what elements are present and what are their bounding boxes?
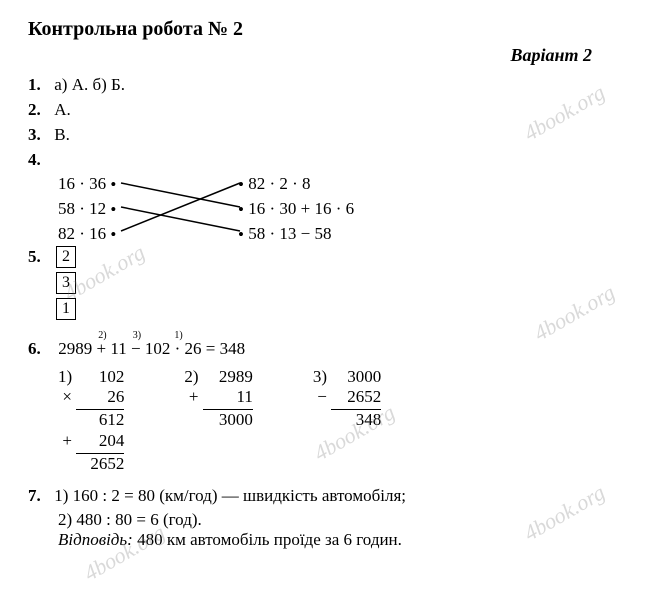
q1-text: а) А. б) Б. bbox=[54, 75, 125, 94]
q5-box-0: 2 bbox=[56, 246, 76, 268]
calc-column: 10226×612204+2652 bbox=[76, 367, 124, 475]
q4-match-diagram: 16 · 36 • 58 · 12 • 82 · 16 • • 82 · 2 ·… bbox=[28, 172, 622, 244]
q6-calcs: 1) 10226×612204+2652 2) 298911+3000 3) 300… bbox=[28, 367, 622, 475]
calc-column: 298911+3000 bbox=[203, 367, 253, 431]
page-title: Контрольна робота № 2 bbox=[28, 18, 622, 41]
q4-right-0: • 82 · 2 · 8 bbox=[238, 172, 354, 197]
q4-left-2: 82 · 16 • bbox=[58, 222, 116, 247]
question-3: 3. В. bbox=[28, 124, 622, 147]
question-1: 1. а) А. б) Б. bbox=[28, 74, 622, 97]
q2-num: 2. bbox=[28, 99, 50, 122]
q4-left-1: 58 · 12 • bbox=[58, 197, 116, 222]
question-4: 4. 16 · 36 • 58 · 12 • 82 · 16 • • 82 · … bbox=[28, 149, 622, 244]
q5-boxes: 2 3 1 bbox=[50, 246, 76, 324]
q5-num: 5. bbox=[28, 246, 50, 324]
q6-num: 6. bbox=[28, 338, 50, 361]
q7-line1: 1) 160 : 2 = 80 (км/год) — швидкість авт… bbox=[54, 486, 406, 505]
q4-right-1: • 16 · 30 + 16 · 6 bbox=[238, 197, 354, 222]
q3-num: 3. bbox=[28, 124, 50, 147]
q5-box-1: 3 bbox=[56, 272, 76, 294]
q5-box-2: 1 bbox=[56, 298, 76, 320]
q4-right-col: • 82 · 2 · 8 • 16 · 30 + 16 · 6 • 58 · 1… bbox=[238, 172, 354, 247]
question-6: 6. 29892) + 113) − 1021) · 26 = 348 1) 1… bbox=[28, 338, 622, 475]
calc-block: 1) 10226×612204+2652 bbox=[58, 367, 124, 475]
calc-label: 2) bbox=[184, 367, 202, 386]
calc-label: 1) bbox=[58, 367, 76, 386]
q6-expression: 29892) + 113) − 1021) · 26 = 348 bbox=[54, 339, 245, 358]
q4-num: 4. bbox=[28, 149, 50, 172]
q7-answer: Відповідь: 480 км автомобіль проїде за 6… bbox=[28, 530, 622, 550]
calc-column: 30002652−348 bbox=[331, 367, 381, 431]
q1-num: 1. bbox=[28, 74, 50, 97]
q7-line2: 2) 480 : 80 = 6 (год). bbox=[28, 510, 622, 530]
question-5: 5. 2 3 1 bbox=[28, 246, 622, 324]
q7-num: 7. bbox=[28, 485, 50, 508]
q7-answer-text: 480 км автомобіль проїде за 6 годин. bbox=[133, 530, 402, 549]
q4-left-0: 16 · 36 • bbox=[58, 172, 116, 197]
q2-text: А. bbox=[54, 100, 71, 119]
q3-text: В. bbox=[54, 125, 70, 144]
q7-answer-label: Відповідь: bbox=[58, 530, 133, 549]
q4-left-col: 16 · 36 • 58 · 12 • 82 · 16 • bbox=[58, 172, 116, 247]
calc-block: 2) 298911+3000 bbox=[184, 367, 252, 475]
q4-right-2: • 58 · 13 − 58 bbox=[238, 222, 354, 247]
calc-label: 3) bbox=[313, 367, 331, 386]
calc-block: 3) 30002652−348 bbox=[313, 367, 381, 475]
question-2: 2. А. bbox=[28, 99, 622, 122]
variant-label: Варіант 2 bbox=[28, 45, 622, 66]
question-7: 7. 1) 160 : 2 = 80 (км/год) — швидкість … bbox=[28, 485, 622, 550]
